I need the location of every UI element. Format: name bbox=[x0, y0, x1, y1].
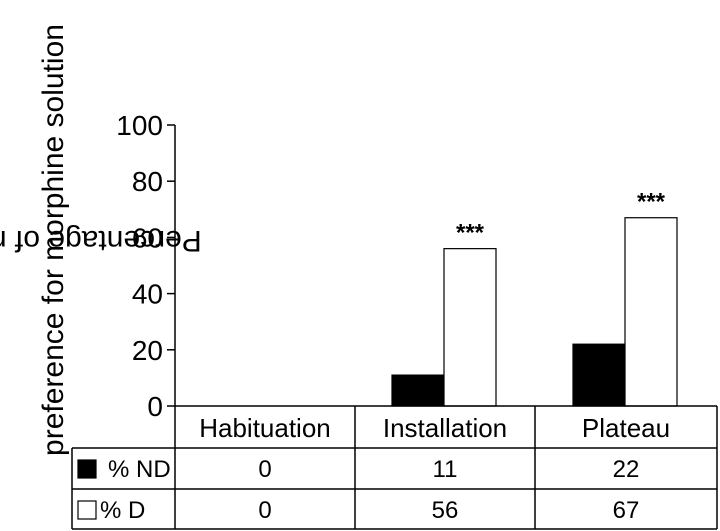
significance-marker: *** bbox=[637, 189, 666, 216]
category-label: Habituation bbox=[199, 413, 331, 443]
y-tick-label: 100 bbox=[116, 110, 163, 141]
y-tick-label: 20 bbox=[132, 335, 163, 366]
table-cell: 56 bbox=[432, 497, 459, 524]
table-cell: 67 bbox=[613, 497, 640, 524]
bar-nd-installation bbox=[391, 374, 445, 407]
table-cell: 0 bbox=[258, 497, 271, 524]
legend-swatch bbox=[77, 459, 97, 479]
bar-nd-plateau bbox=[572, 343, 626, 407]
legend-label: % D bbox=[100, 497, 145, 524]
legend-label: % ND bbox=[108, 456, 171, 483]
table-cell: 11 bbox=[433, 456, 458, 483]
y-tick-label: 40 bbox=[132, 279, 163, 310]
legend-swatch bbox=[77, 500, 97, 520]
significance-marker: *** bbox=[456, 220, 485, 247]
y-tick-label: 60 bbox=[132, 222, 163, 253]
table-cell: 0 bbox=[258, 456, 271, 483]
table-cell: 22 bbox=[613, 456, 640, 483]
bar-d-installation bbox=[443, 248, 497, 407]
y-tick-label: 0 bbox=[147, 391, 163, 422]
y-tick-label: 80 bbox=[132, 166, 163, 197]
category-label: Installation bbox=[383, 413, 507, 443]
category-label: Plateau bbox=[582, 413, 670, 443]
bar-d-plateau bbox=[624, 217, 678, 407]
